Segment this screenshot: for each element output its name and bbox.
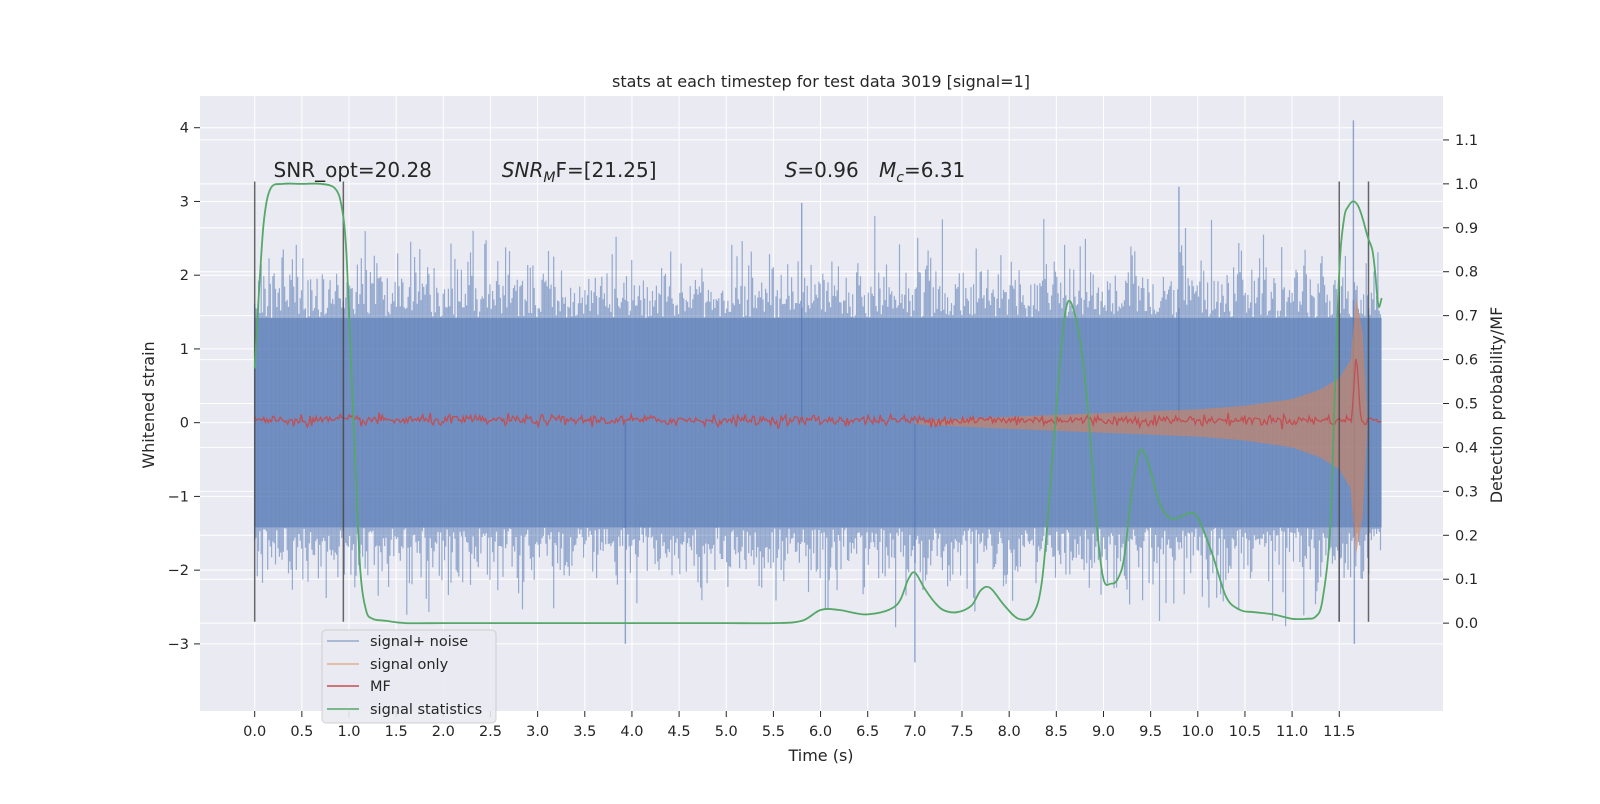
y-left-tick-label: −2	[168, 563, 189, 579]
annotation-tail: =0.96	[797, 158, 858, 182]
x-tick-label: 11.5	[1323, 724, 1355, 740]
x-tick-label: 5.5	[762, 724, 785, 740]
y-right-tick-label: 0.9	[1455, 221, 1478, 237]
annotation-main: M	[879, 158, 896, 182]
legend-label-signal-only: signal only	[370, 657, 449, 673]
x-tick-label: 7.0	[903, 724, 926, 740]
y-left-tick-label: 2	[180, 268, 189, 284]
x-tick-label: 5.0	[715, 724, 738, 740]
y-left-tick-label: 1	[180, 342, 189, 358]
y-right-tick-label: 0.0	[1455, 616, 1478, 632]
y-right-tick-label: 1.0	[1455, 177, 1478, 193]
x-tick-label: 8.0	[998, 724, 1021, 740]
x-tick-label: 7.5	[950, 724, 973, 740]
series-signal-statistics	[253, 182, 1383, 625]
y-right-tick-label: 0.7	[1455, 309, 1478, 325]
x-tick-label: 9.0	[1092, 724, 1115, 740]
y-right-tick-label: 0.5	[1455, 397, 1478, 413]
annotation-tail: F=[21.25]	[555, 158, 656, 182]
x-tick-label: 9.5	[1139, 724, 1162, 740]
y-right-tick-label: 1.1	[1455, 133, 1478, 149]
y-right-tick-label: 0.8	[1455, 265, 1478, 281]
annotation-main: SNR_opt=20.28	[274, 158, 432, 182]
chart-title: stats at each timestep for test data 301…	[612, 72, 1030, 91]
annotation-subscript: c	[896, 170, 904, 186]
legend: signal+ noise signal only MF signal stat…	[321, 629, 497, 724]
x-tick-label: 3.0	[526, 724, 549, 740]
y-axis-left-label: Whitened strain	[139, 341, 158, 468]
annotation-text: S=0.96	[785, 158, 859, 182]
legend-label-mf: MF	[370, 679, 391, 695]
y-axis-right-label: Detection probability/MF	[1487, 307, 1506, 504]
vertical-markers	[253, 181, 1370, 622]
mf-line	[254, 358, 1382, 430]
x-tick-label: 3.5	[573, 724, 596, 740]
x-tick-label: 8.5	[1045, 724, 1068, 740]
signal-envelope	[914, 297, 1368, 555]
x-tick-label: 10.5	[1229, 724, 1261, 740]
x-tick-label: 10.0	[1182, 724, 1214, 740]
signal-statistics-line	[253, 182, 1383, 625]
y-right-tick-label: 0.6	[1455, 353, 1478, 369]
y-right-tick-label: 0.4	[1455, 440, 1478, 456]
y-left-tick-label: −3	[168, 637, 189, 653]
series-signal-only	[914, 297, 1368, 555]
x-tick-label: 6.0	[809, 724, 832, 740]
y-right-tick-label: 0.3	[1455, 484, 1478, 500]
annotations: SNR_opt=20.28 SNRMF=[21.25] S=0.96 Mc=6.31	[274, 158, 966, 186]
legend-box	[321, 629, 497, 724]
y-axis-left-ticks: −3 −2 −1 0 1 2 3 4	[168, 121, 200, 653]
annotation-main: S	[785, 158, 798, 182]
x-tick-label: 1.0	[337, 724, 360, 740]
legend-label-signal-statistics: signal statistics	[370, 702, 482, 718]
y-right-tick-label: 0.2	[1455, 528, 1478, 544]
annotation-tail: =6.31	[904, 158, 965, 182]
x-tick-label: 0.0	[243, 724, 266, 740]
y-right-tick-label: 0.1	[1455, 572, 1478, 588]
annotation-text: Mc=6.31	[879, 158, 965, 186]
y-left-tick-label: 0	[180, 416, 189, 432]
annotation-text: SNRMF=[21.25]	[502, 158, 657, 186]
x-axis-label: Time (s)	[787, 746, 853, 765]
annotation-main: SNR	[502, 158, 544, 182]
series-mf	[254, 358, 1382, 430]
x-tick-label: 4.5	[668, 724, 691, 740]
y-left-tick-label: 4	[180, 121, 189, 137]
x-tick-label: 2.0	[432, 724, 455, 740]
x-tick-label: 11.0	[1276, 724, 1308, 740]
x-tick-label: 2.5	[479, 724, 502, 740]
y-axis-right-ticks: 0.0 0.1 0.2 0.3 0.4 0.5 0.6 0.7 0.8 0.9 1.0 1.1	[1443, 133, 1478, 632]
x-tick-label: 4.0	[620, 724, 643, 740]
x-tick-label: 0.5	[290, 724, 313, 740]
y-left-tick-label: 3	[180, 194, 189, 210]
x-tick-label: 6.5	[856, 724, 879, 740]
annotation-text: SNR_opt=20.28	[274, 158, 432, 182]
x-axis-ticks: 0.0 0.5 1.0 1.5 2.0 2.5 3.0 3.5 4.0 4.5 5.0 5.5 6.0 6…	[243, 711, 1355, 740]
x-tick-label: 1.5	[385, 724, 408, 740]
y-left-tick-label: −1	[168, 489, 189, 505]
legend-label-signal-noise: signal+ noise	[370, 634, 468, 650]
annotation-subscript: M	[543, 170, 555, 186]
